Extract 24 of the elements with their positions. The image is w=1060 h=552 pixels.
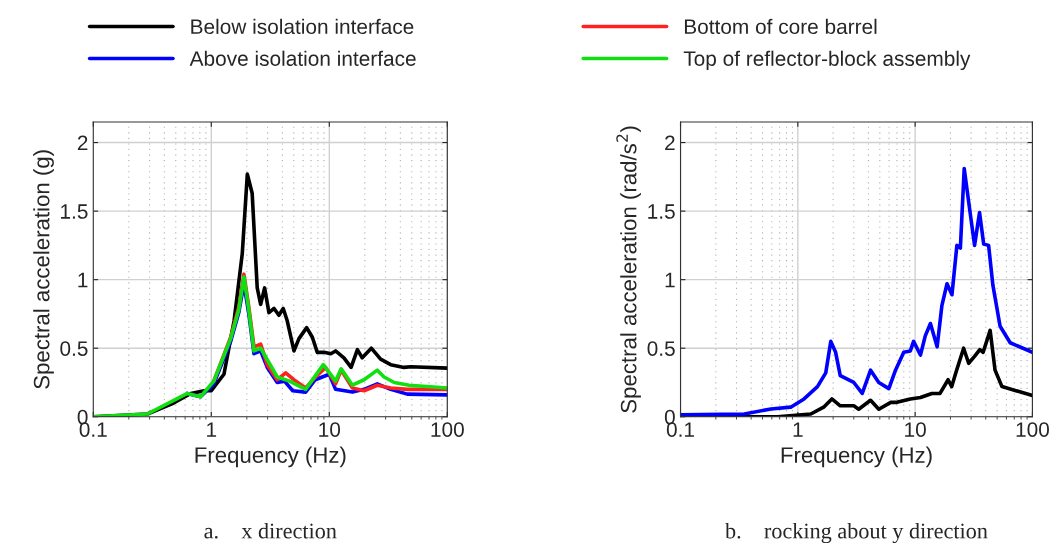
x-axis-title: Frequency (Hz) bbox=[195, 446, 346, 468]
x-tick-label: 100 bbox=[431, 422, 464, 437]
x-tick-label: 100 bbox=[1016, 422, 1050, 437]
text: b. rocking about y direction bbox=[725, 522, 988, 544]
y-tick-label: 1.5 bbox=[61, 204, 88, 219]
y-axis-title: Spectral acceleration (g) bbox=[33, 150, 54, 389]
y-tick-label: 0.5 bbox=[647, 341, 675, 356]
y-tick-label: 0.5 bbox=[60, 341, 88, 356]
legend-label: Below isolation interface bbox=[191, 18, 414, 35]
legend-label: Top of reflector-block assembly bbox=[683, 50, 971, 71]
y-tick-label: 2 bbox=[77, 135, 88, 151]
x-axis-title: Frequency (Hz) bbox=[781, 446, 932, 468]
x-tick-label: 1 bbox=[207, 422, 217, 437]
y-axis-title: Spectral acceleration (rad/s$^{2}$) bbox=[616, 126, 641, 413]
legend-label: Above isolation interface bbox=[189, 50, 416, 66]
x-tick-label: 1 bbox=[793, 422, 803, 437]
y-tick-label: 1 bbox=[665, 272, 675, 288]
x-tick-label: 10 bbox=[319, 422, 341, 437]
y-tick-label: 2 bbox=[665, 135, 675, 151]
legend-label: Bottom of core barrel bbox=[684, 18, 877, 35]
text: a. x direction bbox=[204, 522, 337, 539]
y-tick-label: 1 bbox=[78, 272, 88, 288]
x-tick-label: 10 bbox=[905, 422, 926, 437]
y-tick-label: 1.5 bbox=[648, 204, 675, 219]
